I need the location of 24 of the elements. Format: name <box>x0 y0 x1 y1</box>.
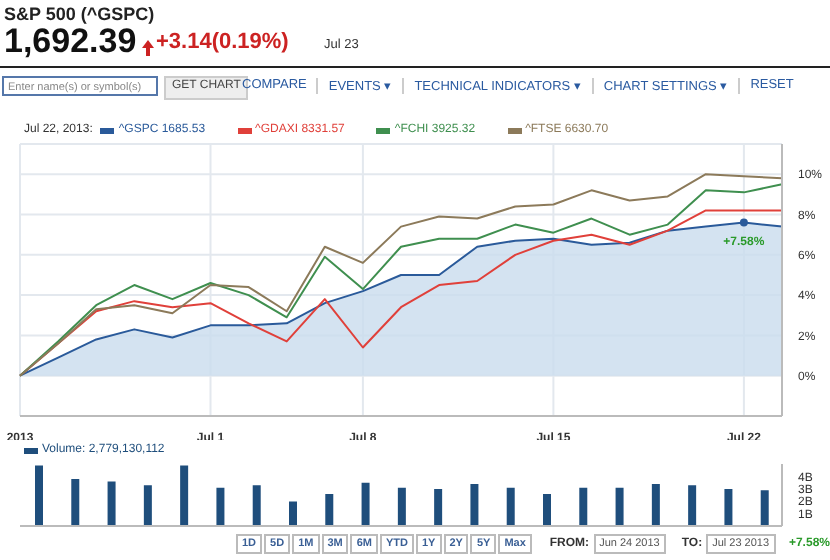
bar <box>760 490 769 526</box>
bar <box>107 481 116 526</box>
bar <box>325 494 334 526</box>
bar <box>289 501 297 526</box>
bar <box>543 494 551 526</box>
text: +3.14(0.19%) <box>156 30 289 54</box>
bar <box>180 465 189 526</box>
bar <box>252 485 261 526</box>
bar <box>143 485 152 526</box>
bar <box>579 487 588 526</box>
bar <box>688 485 697 526</box>
bar <box>615 487 624 526</box>
bar <box>506 487 515 526</box>
text: S&P 500 (^GSPC) <box>4 4 155 24</box>
bar <box>35 465 43 526</box>
bar <box>71 479 80 526</box>
bar <box>470 484 479 526</box>
text: 1,692.39 <box>4 22 137 62</box>
bar <box>397 487 406 526</box>
bar <box>724 489 733 526</box>
bar <box>216 487 225 526</box>
bar <box>651 484 660 526</box>
bar <box>434 489 443 526</box>
bar <box>361 482 370 526</box>
